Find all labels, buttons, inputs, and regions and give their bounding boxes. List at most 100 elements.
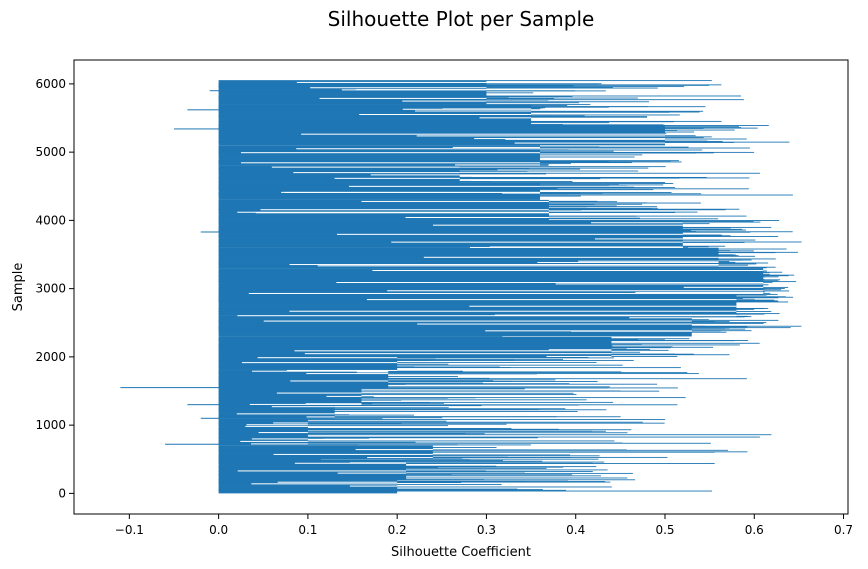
- x-axis: −0.1 0.0 0.1 0.2 0.3 0.4 0.5 0.6 0.7: [115, 514, 853, 537]
- bar-spike: [218, 141, 790, 143]
- bar-spike: [218, 339, 639, 341]
- bar-spike: [218, 84, 710, 86]
- bar-spike: [218, 294, 778, 296]
- bar-spike: [218, 349, 651, 350]
- bar-spike: [218, 230, 692, 232]
- bar-spike: [218, 456, 668, 458]
- bar-spike: [218, 379, 494, 381]
- bar-spike: [218, 160, 679, 162]
- bar-spike: [218, 173, 547, 175]
- bar-gap: [591, 222, 683, 224]
- x-tick-label: 0.3: [477, 523, 496, 537]
- bar-spike: [218, 379, 556, 381]
- bar-gap: [442, 108, 532, 110]
- bar-spike: [218, 298, 743, 300]
- bar-spike: [218, 372, 688, 374]
- bar-gap: [251, 483, 398, 485]
- bar-spike: [218, 307, 769, 309]
- bar-spike: [218, 489, 567, 491]
- bar-spike: [218, 92, 534, 94]
- bar-spike: [218, 206, 588, 208]
- bar-spike: [218, 430, 593, 432]
- bar-spike: [218, 90, 576, 92]
- x-tick-label: 0.1: [298, 523, 317, 537]
- bar-spike: [218, 278, 765, 280]
- bar-spike: [218, 194, 793, 196]
- bar-spike: [218, 463, 715, 464]
- bar-spike: [218, 474, 573, 476]
- bar-gap: [245, 425, 308, 427]
- bar-gap: [494, 314, 737, 316]
- bar-negative: [173, 128, 219, 130]
- bar-spike: [218, 228, 743, 230]
- bar-gap: [349, 462, 407, 464]
- bar-spike: [218, 489, 543, 491]
- y-tick-label: 0: [58, 486, 66, 500]
- bar-spike: [218, 488, 518, 490]
- bar-gap: [317, 265, 719, 267]
- bar-negative: [200, 417, 219, 419]
- bar-spike: [218, 115, 585, 117]
- bar-spike: [218, 338, 690, 340]
- bar-spike: [218, 254, 736, 256]
- bar-gap: [301, 133, 665, 135]
- bar-spike: [218, 125, 739, 127]
- bar-spike: [218, 239, 756, 241]
- bar-gap: [305, 403, 362, 405]
- bar-gap: [336, 282, 764, 284]
- bar-spike: [218, 215, 637, 217]
- bar-spike: [218, 460, 543, 462]
- bar-spike: [218, 255, 739, 257]
- bar-spike: [218, 418, 383, 420]
- bar-spike: [218, 433, 485, 435]
- bar-spike: [218, 486, 612, 488]
- bar-gap: [310, 87, 487, 89]
- bar-spike: [218, 458, 599, 460]
- bar-spike: [218, 161, 682, 163]
- x-tick-label: 0.0: [209, 523, 228, 537]
- bar-spike: [218, 106, 706, 108]
- bar-spike: [218, 399, 587, 401]
- bar-spike: [218, 444, 531, 446]
- bar-spike: [218, 127, 705, 129]
- bar-spike: [218, 421, 643, 423]
- bar-spike: [218, 189, 654, 191]
- bar-spike: [218, 451, 715, 453]
- bar-spike: [218, 279, 781, 281]
- bar-spike: [218, 465, 497, 467]
- bar-spike: [218, 111, 670, 113]
- bar-spike: [218, 182, 666, 183]
- bar-spike: [218, 428, 559, 430]
- bar-negative: [187, 404, 219, 406]
- bar-gap: [286, 369, 398, 371]
- bar-gap: [485, 330, 692, 332]
- bar-spike: [218, 325, 706, 327]
- bar-spike: [218, 86, 590, 88]
- bar-spike: [218, 351, 641, 353]
- bar-spike: [218, 394, 577, 396]
- bar-spike: [218, 156, 635, 158]
- bar-spike: [218, 202, 647, 204]
- bar-gap: [348, 185, 541, 187]
- bar-spike: [218, 472, 633, 474]
- bar-spike: [218, 322, 764, 324]
- bars-group: [120, 80, 802, 494]
- bar-spike: [218, 466, 597, 468]
- bar-spike: [218, 102, 580, 104]
- bar-gap: [546, 355, 612, 357]
- bar-spike: [218, 120, 722, 122]
- bar-gap: [241, 162, 541, 164]
- bar-gap: [240, 152, 541, 154]
- bar-spike: [218, 146, 600, 148]
- bar-negative: [200, 231, 219, 233]
- bar-spike: [218, 116, 648, 118]
- bar-gap: [257, 357, 398, 359]
- bar-spike: [218, 373, 699, 375]
- bar-gap: [306, 416, 335, 418]
- bar-gap: [237, 211, 549, 213]
- bar-spike: [218, 274, 795, 276]
- bar-gap: [258, 432, 308, 434]
- bar-gap: [469, 305, 737, 307]
- bar-spike: [218, 387, 678, 389]
